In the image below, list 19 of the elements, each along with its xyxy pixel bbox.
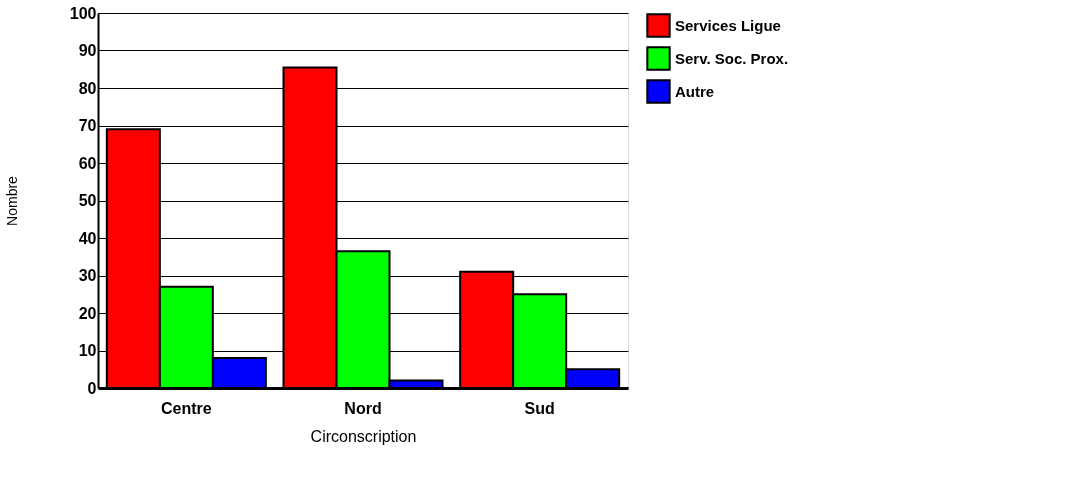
- y-tick-label: 80: [78, 79, 97, 97]
- y-tick-label: 30: [78, 267, 97, 284]
- x-tick-label: Sud: [524, 399, 555, 417]
- y-tick-label: 50: [78, 192, 97, 209]
- y-tick-label: 100: [69, 4, 97, 22]
- y-tick-label: 10: [78, 342, 97, 359]
- legend-label: Services Ligue: [675, 16, 781, 34]
- legend-label: Autre: [675, 82, 715, 100]
- y-axis-title: Nombre: [3, 175, 20, 226]
- y-tick-label: 0: [87, 379, 97, 397]
- y-tick-label: 60: [78, 154, 97, 172]
- y-tick-label: 90: [78, 42, 97, 59]
- y-tick-label: 40: [78, 229, 97, 247]
- legend-label: Serv. Soc. Prox.: [675, 49, 789, 67]
- y-tick-label: 70: [78, 117, 97, 134]
- y-tick-label: 20: [78, 304, 97, 322]
- x-axis-title: Circonscription: [310, 427, 417, 445]
- x-tick-label: Nord: [344, 399, 382, 417]
- x-tick-label: Centre: [160, 399, 212, 417]
